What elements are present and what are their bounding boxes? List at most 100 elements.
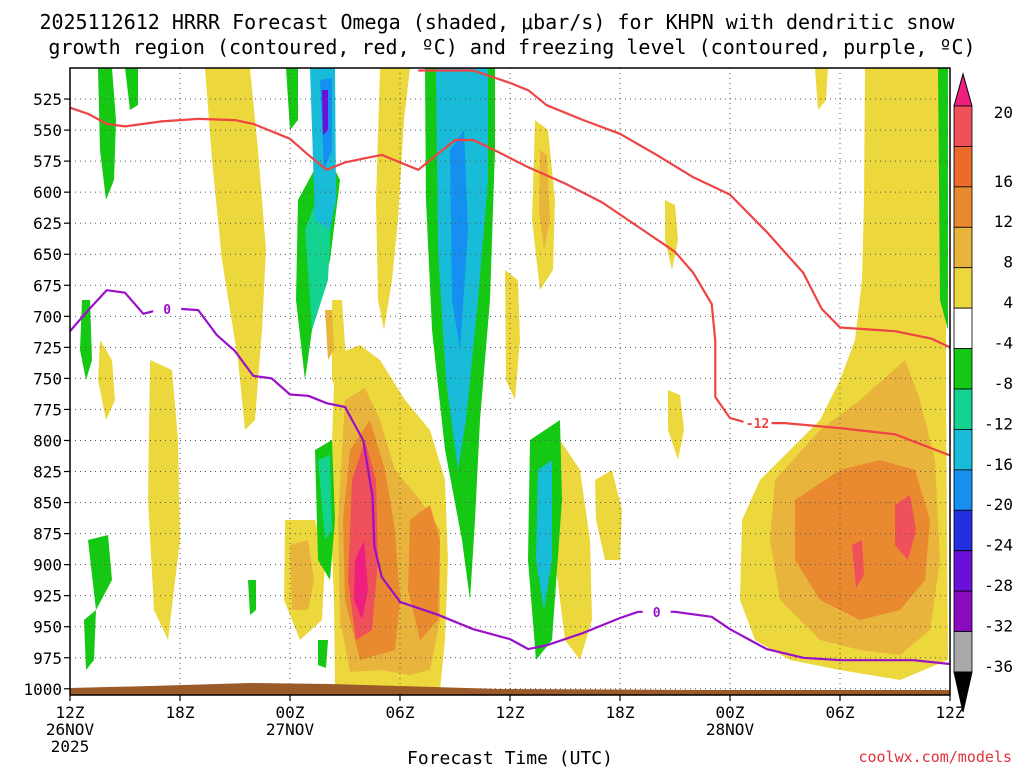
y-tick-label: 825 [33,463,62,482]
ground-strip [70,683,950,695]
colorbar-label: -32 [984,617,1013,636]
y-tick-label: 975 [33,649,62,668]
colorbar-label: 8 [1003,253,1013,272]
omega-negative-region [80,300,92,380]
colorbar-label: 16 [994,172,1013,191]
omega-negative-region [248,580,256,615]
colorbar-swatch [953,146,973,188]
omega-negative-region [286,68,298,130]
contour-label-bg [743,415,772,431]
colorbar-label: -16 [984,455,1013,474]
colorbar-swatch [953,186,973,228]
colorbar-label: -36 [984,657,1013,676]
contour-labels: -12 0 0 [153,300,772,621]
x-tick-label: 12Z [56,703,85,722]
y-tick-label: 700 [33,307,62,326]
y-tick-label: 900 [33,556,62,575]
freezing-contour-label: 0 [653,606,661,621]
colorbar-label: 4 [1003,293,1013,312]
colorbar-swatch [953,348,973,390]
x-tick-label: 18Z [606,703,635,722]
colorbar-swatch [953,429,973,471]
omega-strong-region [795,460,930,620]
omega-max-region [852,540,864,588]
x-tick-label: 00Z [276,703,305,722]
contour-label-bg [153,300,182,316]
chart-title-line2: growth region (contoured, red, ºC) and f… [48,35,975,59]
omega-weak-region [595,470,622,560]
colorbar-swatch [953,590,973,632]
omega-moderate-region [290,540,314,610]
x-tick-label: 18Z [166,703,195,722]
colorbar: 20 16 12 8 4 -4 -8 -12 -16 -20 -24 -28 -32 -36 [953,72,1013,713]
omega-weak-region [505,270,520,400]
omega-shading [80,68,948,690]
snow-contour-label: -12 [746,417,769,432]
y-tick-label: 925 [33,587,62,606]
colorbar-label: -24 [984,536,1013,555]
x-tick-label: 06Z [386,703,415,722]
colorbar-swatch [953,550,973,592]
omega-weak-region [98,340,115,420]
contour-label-bg [642,603,671,619]
omega-negative-region [938,68,948,330]
colorbar-swatch [953,267,973,309]
y-tick-label: 550 [33,121,62,140]
colorbar-swatch [953,388,973,430]
colorbar-swatch [953,509,973,552]
x-tick-label: 27NOV [266,720,315,739]
omega-negative-region [318,640,328,668]
colorbar-swatch [953,307,973,349]
colorbar-label: -8 [994,374,1013,393]
y-tick-label: 575 [33,152,62,171]
y-tick-label: 525 [33,90,62,109]
colorbar-label: 12 [994,212,1013,231]
y-tick-label: 650 [33,245,62,264]
omega-negative-region [98,68,116,200]
omega-weak-region [205,68,266,430]
x-tick-label: 00Z [716,703,745,722]
x-tick-label: 26NOV [46,720,95,739]
omega-weak-region [815,68,828,110]
y-tick-label: 625 [33,214,62,233]
omega-max-region [354,540,368,620]
grid-lines [70,68,950,695]
freezing-contour-label: 0 [163,303,171,318]
y-tick-label: 850 [33,494,62,513]
y-tick-label: 725 [33,338,62,357]
colorbar-label: -28 [984,576,1013,595]
y-axis: 525 550 575 600 625 650 675 700 725 750 775 800 825 8… [23,90,70,699]
x-tick-label: 12Z [936,703,965,722]
y-tick-label: 600 [33,183,62,202]
chart-title-line1: 2025112612 HRRR Forecast Omega (shaded, … [39,10,955,34]
omega-negative-region [125,68,138,110]
y-tick-label: 775 [33,400,62,419]
contour-dgz_top [70,106,950,457]
colorbar-max-arrow [953,72,973,107]
omega-descend-region [318,455,332,540]
x-tick-label: 2025 [51,737,90,756]
colorbar-label: -12 [984,414,1013,433]
x-axis-title: Forecast Time (UTC) [407,748,613,768]
omega-weak-region [376,68,410,330]
colorbar-swatch [953,469,973,511]
x-tick-label: 12Z [496,703,525,722]
y-tick-label: 950 [33,618,62,637]
y-tick-label: 875 [33,525,62,544]
omega-descend-region [322,90,328,135]
contour-dgz_bottom [418,69,950,349]
colorbar-label: -4 [994,334,1013,353]
omega-descend-region [450,130,468,350]
y-tick-label: 675 [33,276,62,295]
omega-weak-region [148,360,180,640]
colorbar-min-arrow [953,671,973,713]
colorbar-label: 20 [994,103,1013,122]
y-tick-label: 750 [33,369,62,388]
y-tick-label: 1000 [23,680,62,699]
colorbar-swatch [953,226,973,269]
omega-negative-region [88,535,112,610]
credit-text: coolwx.com/models [858,748,1012,766]
colorbar-label: -20 [984,495,1013,514]
